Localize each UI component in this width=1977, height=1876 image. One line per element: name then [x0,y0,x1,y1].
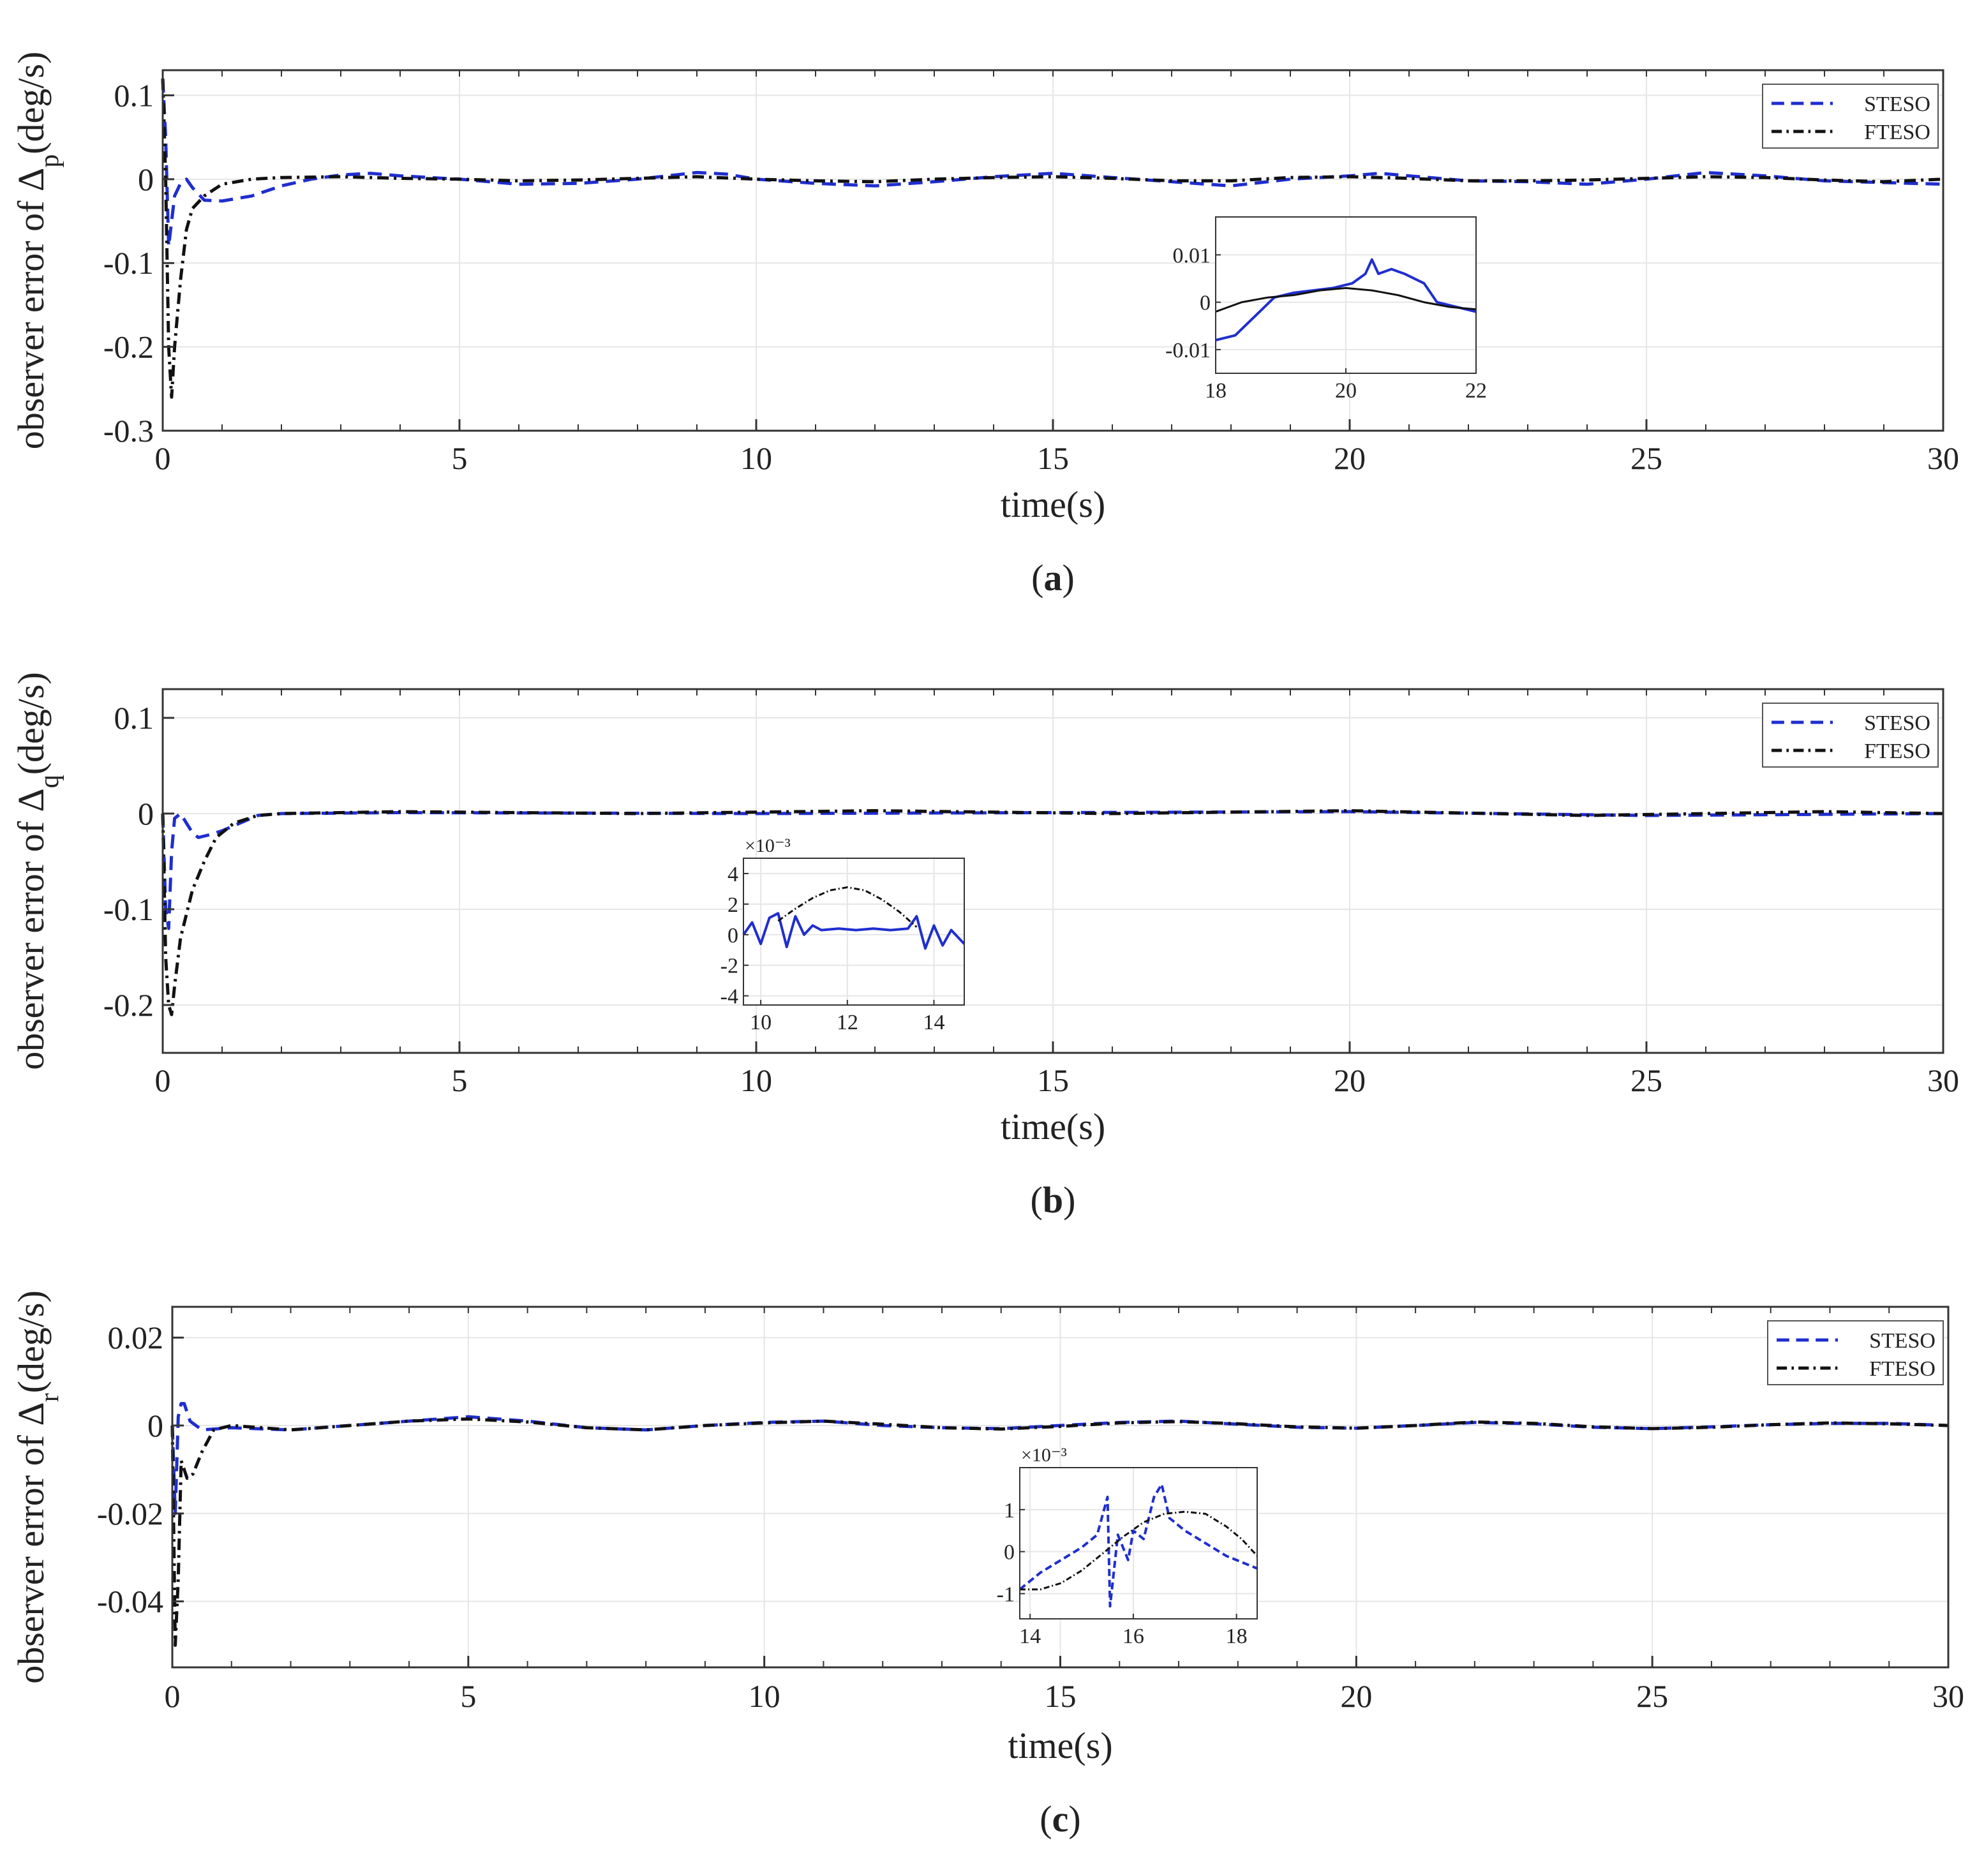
inset-a: 18 20 22 -0.01 0 0.01 [1165,216,1487,403]
y-tick-label: 0.1 [114,77,154,113]
x-tick-label: 25 [1636,1678,1668,1714]
legend-box [1767,1320,1944,1385]
legend-label-fteso: FTESO [1864,740,1930,763]
x-tick-label: 10 [749,1678,780,1714]
inset-y-tick-label: 0 [1004,1541,1015,1565]
x-tick-label: 20 [1334,440,1366,476]
y-tick-label: -0.1 [103,245,154,281]
x-tick-label: 0 [165,1678,181,1714]
inset-series-fteso-line [777,886,918,928]
legend: STESO FTESO [1762,703,1939,768]
inset-frame [1019,1467,1258,1619]
y-tick-label: -0.04 [97,1584,163,1619]
x-tick-label: 0 [155,1062,171,1098]
x-tick-label: 25 [1630,440,1662,476]
inset-x-tick-label: 20 [1335,379,1357,403]
y-axis-label: observer error of Δr(deg/s) [10,1290,64,1684]
y-axis-label: observer error of Δp(deg/s) [10,52,64,450]
panel-label: (c) [1040,1798,1080,1840]
panel-b: 0 5 10 15 20 25 30-0.2-0.100.1time(s)observer … [10,672,1959,1221]
inset-x-tick-label: 16 [1123,1625,1144,1648]
y-tick-label: -0.02 [97,1496,163,1531]
legend: STESO FTESO [1767,1320,1944,1385]
x-tick-label: 30 [1927,440,1959,476]
x-tick-label: 0 [155,440,171,476]
x-tick-label: 20 [1334,1062,1366,1098]
inset-y-tick-label: -2 [720,955,738,978]
y-tick-label: -0.1 [103,891,154,927]
inset-x-tick-label: 18 [1205,379,1227,403]
x-tick-label: 10 [740,1062,772,1098]
x-axis-label: time(s) [1008,1725,1112,1766]
y-axis-label: observer error of Δq(deg/s) [10,672,64,1070]
series-fteso-line [161,78,1944,399]
y-tick-label: -0.2 [103,987,154,1023]
x-tick-label: 15 [1037,1062,1069,1098]
inset-y-tick-label: -4 [720,985,738,1009]
series-fteso-line [161,809,1944,1016]
inset-y-tick-label: -1 [997,1583,1015,1607]
legend-label-fteso: FTESO [1864,121,1930,144]
panel-label: (b) [1031,1179,1076,1221]
inset-x-tick-label: 18 [1226,1625,1248,1648]
legend-label-steso: STESO [1864,93,1930,116]
y-tick-label: -0.3 [103,413,154,449]
inset-series-steso-line [742,912,966,950]
panel-label: (a) [1031,557,1075,599]
x-tick-label: 25 [1630,1062,1662,1098]
inset-y-tick-label: 0 [1200,292,1211,315]
inset-x-tick-label: 10 [750,1011,772,1034]
inset-series-steso-line [1018,1483,1258,1608]
x-tick-label: 5 [460,1678,476,1714]
legend-label-steso: STESO [1869,1329,1936,1353]
legend-label-fteso: FTESO [1869,1357,1936,1381]
x-tick-label: 5 [452,1062,468,1098]
inset-x-tick-label: 14 [923,1011,945,1034]
x-tick-label: 15 [1037,440,1069,476]
inset-b: 10 12 14 -4 -2 0 2 4 ×10⁻³ [720,835,966,1034]
x-tick-label: 30 [1932,1678,1964,1714]
inset-series-steso-line [1215,258,1477,341]
inset-plot-area [1020,1468,1257,1619]
inset-series-fteso-line [1215,287,1477,313]
inset-c: 14 16 18 -1 0 1 ×10⁻³ [997,1445,1258,1648]
inset-y-tick-label: 2 [727,893,738,917]
y-tick-label: 0 [138,161,154,197]
x-tick-label: 20 [1340,1678,1372,1714]
inset-series-fteso-line [1020,1510,1258,1591]
series-steso-line [161,810,1944,930]
inset-x-tick-label: 22 [1465,379,1487,403]
x-tick-label: 5 [452,440,468,476]
inset-x-tick-label: 14 [1019,1625,1041,1648]
x-axis-label: time(s) [1001,484,1105,525]
inset-y-tick-label: 0 [727,924,738,948]
inset-y-tick-label: 4 [727,863,738,886]
inset-y-tick-label: -0.01 [1165,339,1211,362]
y-tick-label: 0 [147,1408,163,1443]
y-tick-label: 0 [138,796,154,831]
legend: STESO FTESO [1762,84,1939,149]
inset-y-tick-label: 1 [1004,1499,1015,1522]
x-tick-label: 15 [1045,1678,1077,1714]
inset-frame [743,858,965,1006]
panel-c: 0 5 10 15 20 25 30-0.04-0.0200.02time(s)observ… [10,1290,1964,1840]
legend-label-steso: STESO [1864,711,1930,735]
inset-exponent-label: ×10⁻³ [1021,1445,1067,1466]
legend-box [1762,84,1939,149]
inset-y-tick-label: 0.01 [1173,244,1211,267]
y-tick-label: 0.1 [114,700,154,736]
x-tick-label: 10 [740,440,772,476]
y-tick-label: 0.02 [108,1320,164,1355]
x-axis-label: time(s) [1001,1106,1105,1147]
panel-a: 0 5 10 15 20 25 30 -0.3 -0.2 -0.1 0 0.1 time(s) obser… [10,52,1959,599]
inset-plot-area [743,858,964,1005]
y-tick-label: -0.2 [103,329,154,365]
legend-box [1762,703,1939,768]
inset-x-tick-label: 12 [837,1011,858,1034]
series-fteso-line [170,1417,1949,1647]
inset-exponent-label: ×10⁻³ [745,835,791,856]
x-tick-label: 30 [1927,1062,1959,1098]
